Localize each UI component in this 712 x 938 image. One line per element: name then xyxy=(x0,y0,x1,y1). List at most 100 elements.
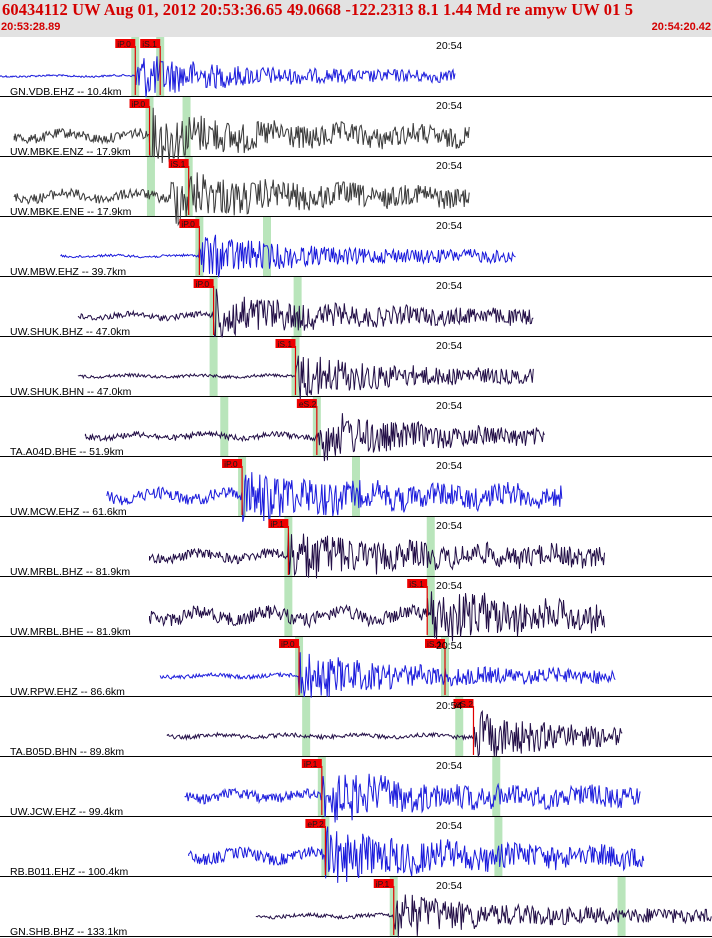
pick-label: iP.1 xyxy=(376,879,390,889)
tick-label: 20:54 xyxy=(436,40,462,52)
trace-row: eP.2 20:54 RB.B011.EHZ -- 100.4km xyxy=(0,817,712,883)
tick-label: 20:54 xyxy=(436,580,462,592)
event-header: 60434112 UW Aug 01, 2012 20:53:36.65 49.… xyxy=(0,0,712,37)
waveform-trace xyxy=(166,709,623,758)
trace-row: iS.1 20:54 UW.SHUK.BHN -- 47.0km xyxy=(0,337,712,400)
phase-window xyxy=(455,697,464,757)
phase-window xyxy=(209,337,218,397)
waveform-trace xyxy=(77,288,534,342)
tick-label: 20:54 xyxy=(436,460,462,472)
tick-label: 20:54 xyxy=(436,400,462,412)
pick-marker xyxy=(305,819,326,828)
phase-window xyxy=(492,757,501,817)
waveform-trace xyxy=(149,591,605,642)
pick-marker xyxy=(179,219,200,228)
phase-window xyxy=(146,157,155,217)
pick-label: iS.1 xyxy=(277,339,292,349)
phase-window xyxy=(352,457,360,517)
tick-label: 20:54 xyxy=(436,820,462,832)
phase-window xyxy=(284,577,293,637)
pick-label: iP.1 xyxy=(304,759,318,769)
phase-window xyxy=(220,397,229,457)
phase-window xyxy=(302,697,311,757)
tick-label: 20:54 xyxy=(436,640,462,652)
pick-marker xyxy=(268,519,289,528)
station-label: TA.B05D.BHN -- 89.8km xyxy=(10,746,124,758)
station-label: GN.VDB.EHZ -- 10.4km xyxy=(10,86,122,98)
trace-row: iP.1 20:54 GN.SHB.BHZ -- 133.1km xyxy=(0,877,712,938)
trace-row: iP.1 20:54 UW.JCW.EHZ -- 99.4km xyxy=(0,757,712,823)
pick-label: iP.0 xyxy=(281,639,295,649)
pick-marker xyxy=(275,339,296,348)
tick-label: 20:54 xyxy=(436,520,462,532)
pick-label: eS.2 xyxy=(299,399,317,409)
station-label: UW.RPW.EHZ -- 86.6km xyxy=(10,686,125,698)
station-label: UW.MBW.EHZ -- 39.7km xyxy=(10,266,126,278)
tick-label: 20:54 xyxy=(436,280,462,292)
phase-window xyxy=(263,217,271,277)
phase-window xyxy=(617,877,626,937)
waveform-trace xyxy=(149,532,605,579)
pick-label: iS.1 xyxy=(427,639,442,649)
pick-label: eS.2 xyxy=(455,699,473,709)
station-label: UW.JCW.EHZ -- 99.4km xyxy=(10,806,123,818)
trace-row: iP.0 20:54 UW.SHUK.BHZ -- 47.0km xyxy=(0,277,712,342)
tick-label: 20:54 xyxy=(436,100,462,112)
trace-row: iP.0 20:54 UW.MBKE.ENZ -- 17.9km xyxy=(0,97,712,166)
station-label: RB.B011.EHZ -- 100.4km xyxy=(10,866,129,878)
pick-label: iS.1 xyxy=(409,579,424,589)
pick-label: eP.2 xyxy=(307,819,324,829)
phase-window xyxy=(426,517,435,577)
waveform-trace xyxy=(77,355,534,400)
station-label: UW.SHUK.BHN -- 47.0km xyxy=(10,386,132,398)
time-end-label: 20:54:20.42 xyxy=(651,21,711,33)
phase-window xyxy=(293,277,302,337)
waveform-trace xyxy=(60,234,516,278)
waveform-trace xyxy=(0,56,456,99)
station-label: UW.SHUK.BHZ -- 47.0km xyxy=(10,326,130,338)
pick-label: iP.0 xyxy=(132,99,146,109)
pick-marker xyxy=(129,99,150,108)
pick-marker xyxy=(168,159,189,168)
waveform-trace xyxy=(159,652,616,698)
trace-row: iS.1 20:54 UW.MRBL.BHE -- 81.9km xyxy=(0,577,712,642)
waveform-trace xyxy=(255,894,712,938)
waveform-trace xyxy=(13,107,470,166)
station-label: UW.MRBL.BHE -- 81.9km xyxy=(10,626,131,638)
pick-marker xyxy=(296,399,317,408)
waveform-trace xyxy=(13,172,470,227)
pick-marker xyxy=(222,459,243,468)
trace-row: iP.1 20:54 UW.MRBL.BHZ -- 81.9km xyxy=(0,517,712,579)
waveform-trace xyxy=(106,472,563,522)
trace-row: eS.2 20:54 TA.A04D.BHE -- 51.9km xyxy=(0,397,712,462)
station-label: UW.MRBL.BHZ -- 81.9km xyxy=(10,566,130,578)
pick-marker xyxy=(140,39,161,48)
pick-label: iP.0 xyxy=(117,39,131,49)
pick-marker xyxy=(407,579,428,588)
trace-row: iP.0 iS.1 20:54 GN.VDB.EHZ -- 10.4km xyxy=(0,37,712,99)
waveform-trace xyxy=(184,773,641,823)
station-label: GN.SHB.BHZ -- 133.1km xyxy=(10,926,128,938)
pick-marker xyxy=(453,699,474,708)
pick-marker xyxy=(425,639,445,648)
tick-label: 20:54 xyxy=(436,700,462,712)
station-label: TA.A04D.BHE -- 51.9km xyxy=(10,446,124,458)
pick-marker xyxy=(193,279,214,288)
trace-row: eS.220:54 TA.B05D.BHN -- 89.8km xyxy=(0,697,712,758)
pick-marker xyxy=(301,759,322,768)
pick-label: iP.1 xyxy=(270,519,284,529)
waveform-trace xyxy=(188,826,645,883)
tick-label: 20:54 xyxy=(436,880,462,892)
pick-marker xyxy=(279,639,300,648)
pick-label: iS.1 xyxy=(142,39,157,49)
station-label: UW.MBKE.ENE -- 17.9km xyxy=(10,206,132,218)
trace-row: iS.1 20:54 UW.MBKE.ENE -- 17.9km xyxy=(0,157,712,227)
pick-label: iS.1 xyxy=(171,159,186,169)
tick-label: 20:54 xyxy=(436,220,462,232)
tick-label: 20:54 xyxy=(436,760,462,772)
tick-label: 20:54 xyxy=(436,160,462,172)
trace-row: iP.0 20:54 UW.MCW.EHZ -- 61.6km xyxy=(0,457,712,522)
time-start-label: 20:53:28.89 xyxy=(1,21,61,33)
pick-label: iP.0 xyxy=(181,219,195,229)
